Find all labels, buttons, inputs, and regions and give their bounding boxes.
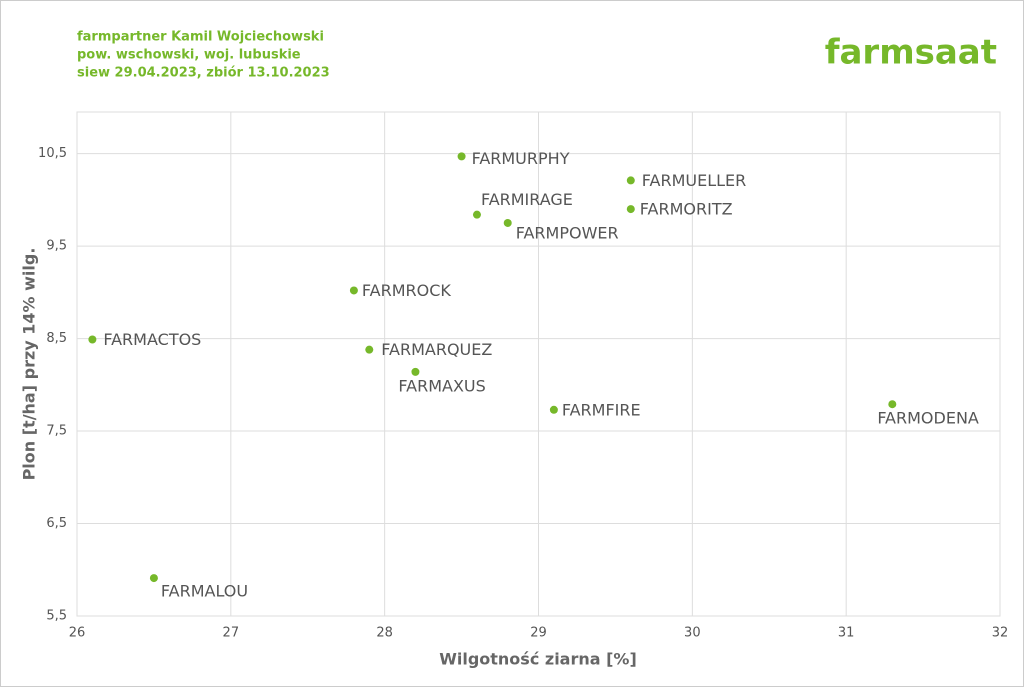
point-label: FARMARQUEZ — [381, 340, 492, 359]
x-tick-label: 29 — [530, 626, 547, 641]
x-tick-label: 32 — [992, 626, 1009, 641]
point — [626, 205, 635, 214]
header-line: farmpartner Kamil Wojciechowski — [77, 30, 324, 45]
y-axis-title: Plon [t/ha] przy 14% wilg. — [20, 248, 39, 481]
point-label: FARMPOWER — [516, 223, 619, 242]
x-axis-title: Wilgotność ziarna [%] — [439, 650, 637, 669]
point-label: FARMUELLER — [642, 171, 746, 190]
x-tick-label: 28 — [376, 626, 393, 641]
point — [411, 367, 420, 376]
point — [349, 286, 358, 295]
point-label: FARMURPHY — [472, 149, 570, 168]
y-tick-label: 9,5 — [46, 239, 67, 254]
point — [457, 152, 466, 161]
point — [626, 176, 635, 185]
y-tick-label: 8,5 — [46, 331, 67, 346]
point — [472, 210, 481, 219]
point — [88, 335, 97, 344]
x-tick-label: 30 — [684, 626, 701, 641]
point-label: FARMODENA — [877, 409, 979, 428]
point-label: FARMROCK — [362, 281, 451, 300]
point — [365, 345, 374, 354]
point-label: FARMAXUS — [398, 376, 485, 395]
x-tick-label: 27 — [223, 626, 240, 641]
y-tick-label: 7,5 — [46, 424, 67, 439]
point-label: FARMORITZ — [640, 200, 733, 219]
point — [149, 574, 158, 583]
y-tick-label: 5,5 — [46, 609, 67, 624]
point-label: FARMFIRE — [562, 400, 641, 419]
y-tick-label: 10,5 — [38, 146, 67, 161]
header-line: siew 29.04.2023, zbiór 13.10.2023 — [77, 66, 330, 81]
point — [503, 218, 512, 227]
x-tick-label: 31 — [838, 626, 855, 641]
point-label: FARMIRAGE — [481, 190, 573, 209]
point — [549, 405, 558, 414]
y-tick-label: 6,5 — [46, 516, 67, 531]
header-line: pow. wschowski, woj. lubuskie — [77, 48, 301, 63]
point — [888, 400, 897, 409]
point-label: FARMALOU — [161, 582, 248, 601]
x-tick-label: 26 — [69, 626, 86, 641]
logo: farmsaat — [825, 33, 997, 73]
point-label: FARMACTOS — [103, 330, 201, 349]
